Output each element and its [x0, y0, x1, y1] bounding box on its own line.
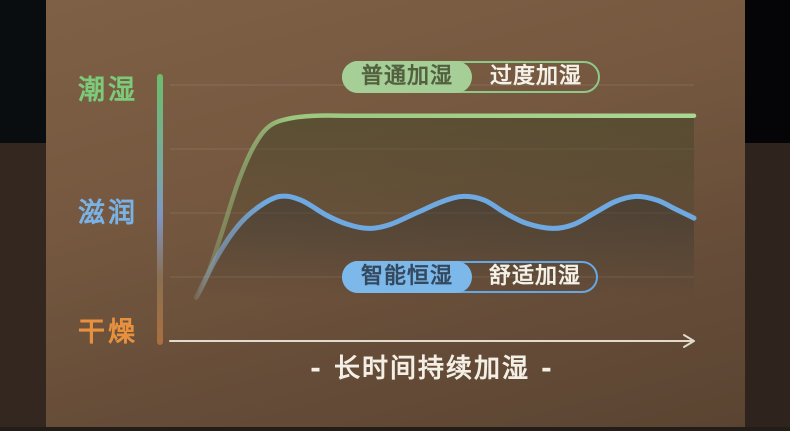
smart-series-fill: [196, 196, 694, 300]
photo-edge-right-top: [745, 0, 790, 143]
legend-normal-tag: 普通加湿: [342, 61, 472, 93]
y-axis-bar: [157, 74, 163, 345]
line-smart-humidification: [193, 193, 697, 300]
y-axis-label-dry: 干燥: [78, 317, 138, 348]
legend-smart-tag: 智能恒湿: [342, 261, 472, 293]
line-normal-humidification: [193, 113, 697, 300]
y-axis-label-moist: 滋润: [78, 198, 138, 229]
legend-normal-desc: 过度加湿: [489, 64, 582, 89]
x-axis-arrow-icon: [683, 334, 695, 348]
y-axis-label-wet: 潮湿: [78, 75, 138, 106]
photo-edge-left-top: [0, 0, 46, 143]
photo-edge-right-bottom: [745, 143, 790, 431]
x-axis: [169, 334, 695, 348]
legend-smart-humidification: 智能恒湿 舒适加湿: [342, 261, 598, 293]
legend-smart-desc: 舒适加湿: [488, 264, 581, 289]
photo-edge-bottom-strip: [0, 427, 790, 431]
x-axis-label: - 长时间持续加湿 -: [310, 354, 554, 384]
legend-normal-humidification: 普通加湿 过度加湿: [342, 61, 600, 93]
photo-edge-left-bottom: [0, 143, 46, 431]
